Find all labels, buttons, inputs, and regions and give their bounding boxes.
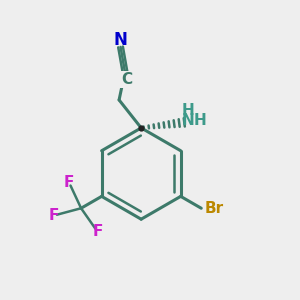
Text: H: H (194, 113, 206, 128)
Text: H: H (182, 103, 195, 118)
Text: C: C (121, 72, 132, 87)
Text: N: N (182, 113, 195, 128)
Text: N: N (114, 32, 128, 50)
Text: F: F (64, 175, 74, 190)
Text: F: F (92, 224, 103, 239)
Text: F: F (48, 208, 59, 223)
Text: Br: Br (205, 201, 224, 216)
